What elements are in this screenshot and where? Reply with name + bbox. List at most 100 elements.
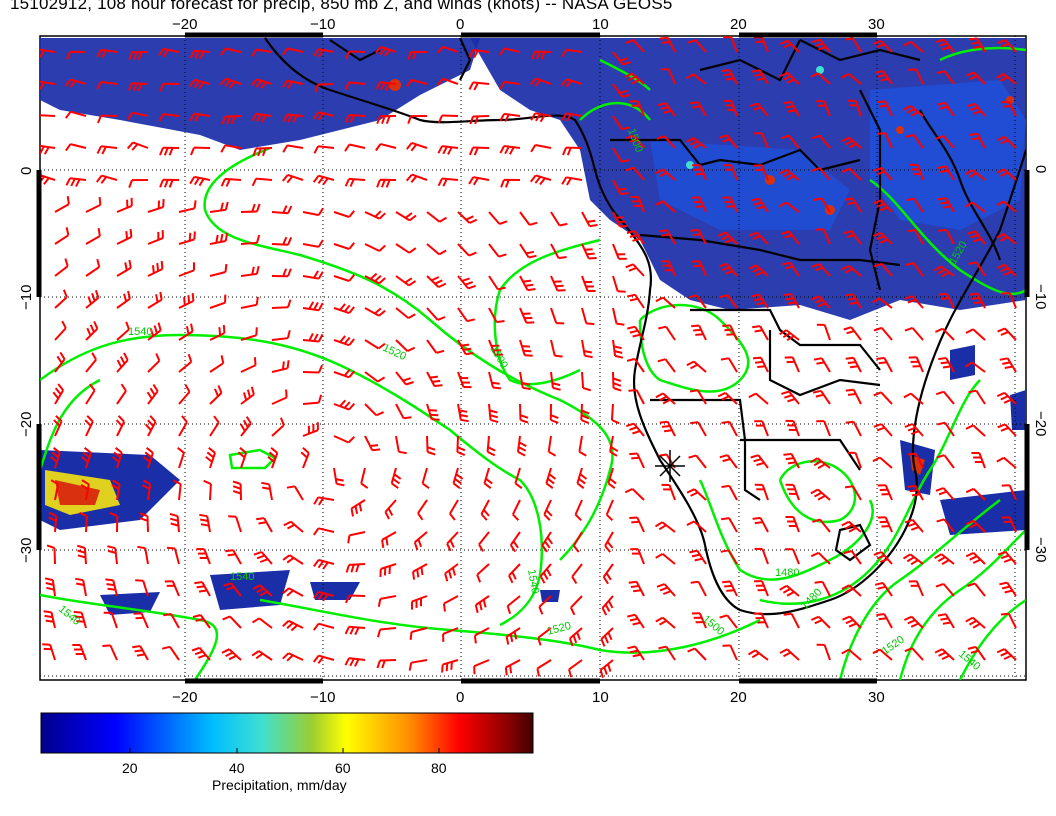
wind-barb-staff (519, 339, 526, 356)
wind-barb-feather (375, 411, 385, 417)
wind-barb-staff (288, 652, 304, 661)
wind-barb-staff (364, 211, 380, 220)
wind-barb-feather (153, 325, 158, 334)
wind-barb-staff (53, 547, 56, 565)
wind-barb-staff (509, 531, 521, 546)
wind-barb-feather (841, 648, 850, 655)
wind-barb-feather (446, 543, 452, 552)
wind-barb-feather (1000, 42, 1009, 48)
wind-barb-feather (407, 115, 412, 124)
wind-barb-staff (209, 422, 220, 437)
wind-barb-feather (222, 615, 231, 621)
wind-barb-feather (317, 656, 325, 664)
wind-barb-staff (144, 548, 149, 565)
wind-barb-feather (879, 238, 888, 244)
wind-barb-feather (300, 451, 308, 459)
wind-barb-feather (109, 512, 118, 517)
wind-barb-staff (609, 435, 614, 452)
wind-barb-staff (488, 339, 496, 356)
wind-barb-feather (200, 518, 209, 522)
wind-barb-feather (965, 551, 974, 558)
wind-barb-feather (189, 50, 195, 59)
wind-barb-feather (546, 536, 554, 545)
wind-barb-staff (823, 644, 831, 661)
wind-barb-feather (783, 612, 792, 616)
wind-barb-feather (313, 559, 320, 567)
lon-tick-label: 20 (730, 689, 747, 706)
wind-barb-feather (354, 627, 360, 636)
wind-barb-staff (662, 392, 676, 405)
wind-barb-staff (333, 467, 338, 484)
wind-barb-feather (530, 174, 537, 183)
wind-barb-feather (350, 508, 354, 517)
wind-barb-staff (882, 582, 893, 597)
wind-barb-feather (996, 168, 1005, 174)
wind-barb-feather (65, 111, 72, 119)
wind-barb-feather (283, 520, 292, 527)
wind-barb-feather (721, 69, 730, 73)
wind-barb-staff (535, 174, 552, 181)
wind-barb-feather (689, 101, 699, 105)
wind-barb-feather (688, 294, 697, 299)
wind-barb-feather (377, 629, 382, 638)
contour-label: 1540 (230, 571, 254, 583)
wind-barb-feather (227, 553, 236, 557)
wind-barb-feather (847, 393, 857, 396)
wind-barb-staff (605, 499, 614, 516)
wind-barb-staff (199, 614, 211, 629)
wind-barb-staff (822, 228, 831, 245)
wind-barb-staff (206, 516, 211, 533)
wind-barb-feather (971, 297, 981, 300)
wind-barb-staff (348, 657, 366, 661)
wind-barb-staff (54, 484, 59, 501)
wind-barb-feather (53, 419, 61, 427)
wind-barb-staff (348, 81, 366, 85)
wind-barb-staff (913, 134, 924, 149)
wind-barb-feather (313, 333, 319, 342)
wind-barb-feather (621, 159, 630, 163)
wind-barb-staff (818, 167, 831, 181)
wind-barb-feather (146, 391, 153, 400)
wind-barb-staff (850, 230, 862, 245)
wind-barb-feather (721, 517, 730, 521)
wind-barb-feather (629, 516, 638, 519)
wind-barb-staff (54, 234, 69, 245)
wind-barb-staff (318, 558, 335, 565)
wind-barb-staff (178, 361, 192, 373)
wind-barb-feather (432, 379, 441, 383)
wind-barb-feather (848, 527, 857, 533)
wind-barb-feather (546, 568, 552, 577)
wind-barb-staff (318, 527, 335, 533)
wind-barb-feather (286, 81, 293, 89)
wind-barb-feather (512, 513, 520, 521)
wind-barb-staff (225, 77, 242, 85)
wind-barb-feather (199, 513, 208, 518)
lat-tick-label: −10 (1032, 284, 1049, 309)
wind-barb-feather (464, 281, 474, 286)
wind-barb-feather (722, 324, 731, 327)
wind-barb-feather (972, 622, 981, 629)
wind-barb-feather (843, 326, 852, 331)
wind-barb-feather (902, 553, 911, 560)
wind-barb-feather (690, 228, 699, 232)
wind-barb-feather (632, 653, 641, 658)
wind-barb-staff (1008, 484, 1017, 501)
wind-barb-feather (911, 493, 921, 497)
wind-barb-staff (790, 101, 800, 117)
wind-barb-staff (271, 243, 289, 246)
wind-barb-feather (220, 355, 225, 364)
wind-barb-feather (286, 360, 290, 369)
wind-barb-feather (565, 79, 573, 88)
wind-barb-feather (429, 375, 439, 379)
wind-barb-feather (101, 146, 107, 155)
wind-barb-feather (287, 237, 293, 246)
wind-barb-feather (134, 649, 143, 653)
wind-barb-staff (290, 520, 304, 533)
wind-barb-feather (286, 654, 294, 662)
wind-barb-feather (967, 230, 976, 235)
wind-barb-staff (884, 132, 893, 149)
wind-barb-feather (905, 262, 914, 266)
wind-barb-feather (787, 461, 797, 465)
wind-barb-staff (910, 615, 924, 629)
wind-barb-feather (965, 519, 975, 526)
